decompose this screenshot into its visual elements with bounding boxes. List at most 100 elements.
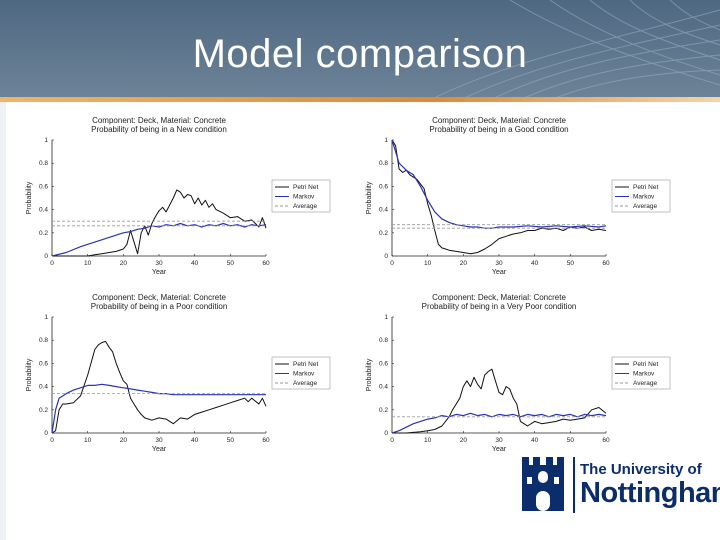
y-tick-label: 0.6 bbox=[39, 360, 48, 367]
y-axis-label: Probability bbox=[366, 358, 373, 391]
x-tick-label: 40 bbox=[191, 260, 199, 267]
y-tick-label: 0.8 bbox=[39, 160, 48, 167]
y-tick-label: 0 bbox=[44, 253, 48, 260]
x-tick-label: 10 bbox=[424, 260, 432, 267]
x-tick-label: 50 bbox=[227, 260, 235, 267]
y-tick-label: 0.2 bbox=[39, 407, 48, 414]
chart-subtitle: Probability of being in a Poor condition bbox=[91, 302, 228, 311]
x-axis-label: Year bbox=[492, 446, 507, 453]
title-banner: Model comparison bbox=[0, 0, 720, 100]
x-tick-label: 50 bbox=[567, 260, 575, 267]
chart-svg: Component: Deck, Material: ConcreteProba… bbox=[26, 293, 331, 453]
x-tick-label: 40 bbox=[531, 437, 539, 444]
logo-line1: The University of bbox=[580, 461, 702, 478]
x-tick-label: 30 bbox=[155, 437, 163, 444]
chart-good-condition: Component: Deck, Material: Concrete Proba… bbox=[358, 115, 708, 295]
castle-crest-icon bbox=[522, 457, 564, 511]
y-tick-label: 0 bbox=[384, 430, 388, 437]
x-tick-label: 10 bbox=[84, 437, 92, 444]
legend-box bbox=[271, 179, 331, 213]
series-line-markov-1 bbox=[391, 139, 607, 229]
series-line-petri-0 bbox=[52, 189, 267, 257]
legend-label: Average bbox=[293, 203, 317, 210]
y-tick-label: 0.4 bbox=[379, 384, 388, 391]
legend-label: Petri Net bbox=[293, 361, 318, 368]
y-axis-label: Probability bbox=[366, 181, 373, 214]
x-tick-label: 20 bbox=[460, 437, 468, 444]
x-tick-label: 60 bbox=[602, 260, 610, 267]
chart-legend: Petri Net Markov Average bbox=[271, 179, 331, 213]
logo-line2: Nottingham bbox=[580, 477, 720, 509]
chart-title: Component: Deck, Material: Concrete bbox=[432, 116, 566, 125]
chart-legend: Petri Net Markov Average bbox=[271, 356, 331, 390]
x-tick-label: 60 bbox=[602, 437, 610, 444]
y-tick-label: 0.8 bbox=[379, 337, 388, 344]
series-line-markov-1 bbox=[51, 383, 266, 434]
y-tick-label: 1 bbox=[44, 314, 48, 321]
x-tick-label: 0 bbox=[50, 260, 54, 267]
y-tick-label: 0 bbox=[384, 253, 388, 260]
x-tick-label: 0 bbox=[390, 260, 394, 267]
chart-svg: Component: Deck, Material: ConcreteProba… bbox=[366, 293, 671, 453]
series-line-petri-0 bbox=[391, 139, 607, 255]
y-tick-label: 0.6 bbox=[379, 360, 388, 367]
y-tick-label: 0.8 bbox=[39, 337, 48, 344]
y-tick-label: 0.4 bbox=[379, 207, 388, 214]
y-tick-label: 0.6 bbox=[379, 183, 388, 190]
x-tick-label: 50 bbox=[227, 437, 235, 444]
chart-new-condition: Component: Deck, Material: Concrete Proba… bbox=[18, 115, 368, 295]
x-tick-label: 60 bbox=[262, 437, 270, 444]
chart-svg: Component: Deck, Material: ConcreteProba… bbox=[26, 116, 331, 276]
x-tick-label: 20 bbox=[120, 437, 128, 444]
chart-svg: Component: Deck, Material: ConcreteProba… bbox=[366, 116, 671, 276]
x-tick-label: 20 bbox=[120, 260, 128, 267]
legend-label: Markov bbox=[633, 194, 655, 201]
chart-title: Component: Deck, Material: Concrete bbox=[92, 293, 226, 302]
chart-subtitle: Probability of being in a Very Poor cond… bbox=[422, 302, 577, 311]
x-tick-label: 30 bbox=[495, 437, 503, 444]
x-tick-label: 0 bbox=[390, 437, 394, 444]
side-rule bbox=[0, 102, 6, 540]
x-tick-label: 40 bbox=[531, 260, 539, 267]
slide-title: Model comparison bbox=[192, 32, 528, 76]
chart-legend: Petri Net Markov Average bbox=[611, 179, 671, 213]
chart-title: Component: Deck, Material: Concrete bbox=[92, 116, 226, 125]
x-tick-label: 10 bbox=[84, 260, 92, 267]
series-line-markov-1 bbox=[51, 222, 267, 257]
x-tick-label: 10 bbox=[424, 437, 432, 444]
x-tick-label: 20 bbox=[460, 260, 468, 267]
legend-label: Petri Net bbox=[633, 184, 658, 191]
chart-title: Component: Deck, Material: Concrete bbox=[432, 293, 566, 302]
series-line-markov-1 bbox=[391, 412, 607, 434]
y-tick-label: 0.8 bbox=[379, 160, 388, 167]
x-tick-label: 30 bbox=[155, 260, 163, 267]
series-line-petri-0 bbox=[392, 368, 607, 434]
x-tick-label: 40 bbox=[191, 437, 199, 444]
chart-subtitle: Probability of being in a Good condition bbox=[429, 125, 568, 134]
y-tick-label: 0.6 bbox=[39, 183, 48, 190]
legend-label: Average bbox=[633, 380, 657, 387]
y-tick-label: 1 bbox=[44, 137, 48, 144]
chart-very-poor-condition: Component: Deck, Material: Concrete Proba… bbox=[358, 292, 708, 472]
banner-decoration bbox=[429, 0, 720, 100]
legend-label: Markov bbox=[633, 371, 655, 378]
x-tick-label: 60 bbox=[262, 260, 270, 267]
logo-divider bbox=[573, 457, 575, 513]
series-line-petri-0 bbox=[51, 340, 267, 434]
y-tick-label: 1 bbox=[384, 137, 388, 144]
x-axis-label: Year bbox=[492, 269, 507, 276]
y-axis-label: Probability bbox=[26, 358, 33, 391]
legend-label: Markov bbox=[293, 371, 315, 378]
legend-label: Average bbox=[633, 203, 657, 210]
legend-label: Markov bbox=[293, 194, 315, 201]
x-axis-label: Year bbox=[152, 269, 167, 276]
chart-subtitle: Probability of being in a New condition bbox=[91, 125, 227, 134]
chart-poor-condition: Component: Deck, Material: Concrete Proba… bbox=[18, 292, 368, 472]
x-tick-label: 30 bbox=[495, 260, 503, 267]
y-tick-label: 0.4 bbox=[39, 207, 48, 214]
legend-label: Average bbox=[293, 380, 317, 387]
y-tick-label: 0.2 bbox=[379, 407, 388, 414]
legend-label: Petri Net bbox=[633, 361, 658, 368]
y-axis-label: Probability bbox=[26, 181, 33, 214]
y-tick-label: 1 bbox=[384, 314, 388, 321]
